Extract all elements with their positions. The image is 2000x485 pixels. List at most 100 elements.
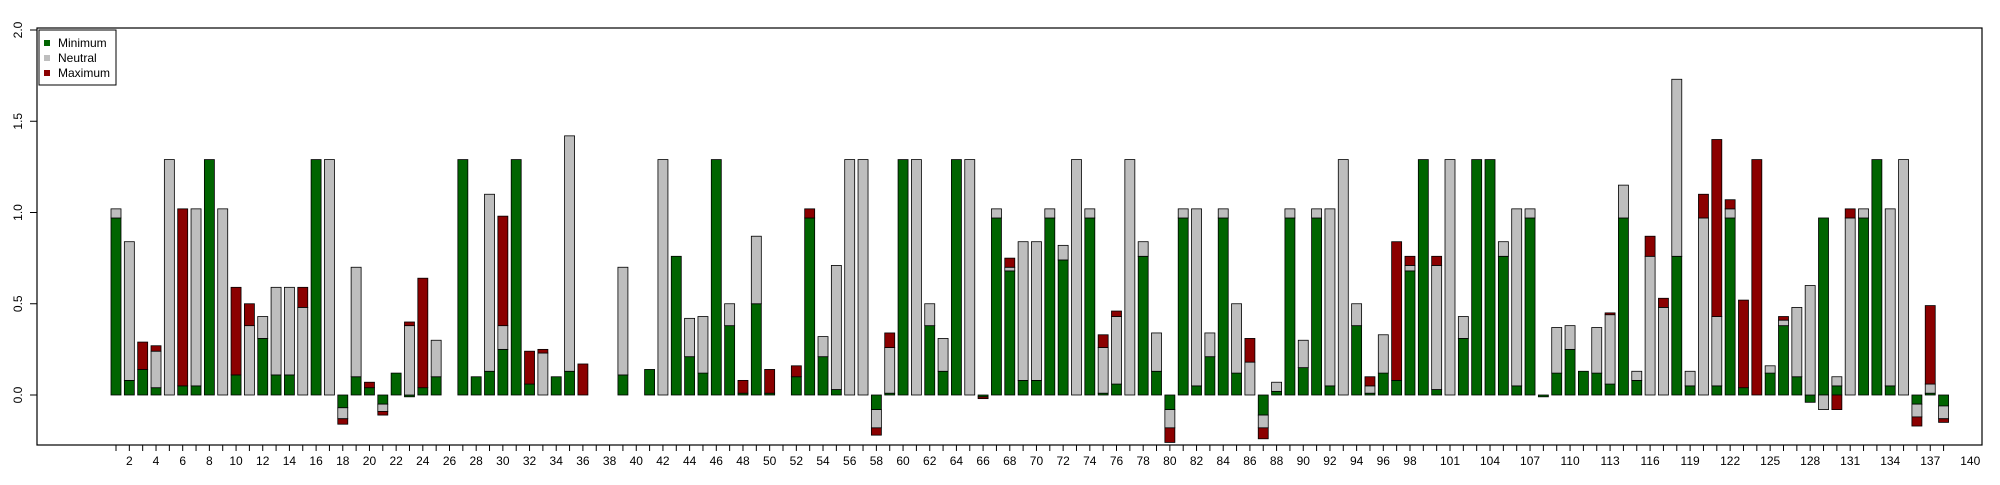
bar-stack <box>177 208 189 396</box>
bar-segment-neutral <box>337 407 349 420</box>
bar-stack <box>1417 159 1429 396</box>
bar-segment-neutral <box>404 325 415 396</box>
bar-stack <box>577 363 589 396</box>
bar-segment-minimum <box>1017 379 1029 396</box>
x-tick-label: 18 <box>336 454 350 468</box>
bar-segment-minimum <box>1271 390 1282 396</box>
bar-stack <box>537 348 549 396</box>
x-tick-label: 104 <box>1480 454 1500 468</box>
bar-stack <box>1551 327 1563 396</box>
bar-segment-maximum <box>870 427 882 436</box>
bar-segment-neutral <box>857 159 869 396</box>
bar-segment-maximum <box>364 381 375 389</box>
y-tick-label: 0.5 <box>11 295 25 312</box>
x-tick-label: 60 <box>896 454 910 468</box>
bar-stack <box>1177 208 1189 396</box>
bar-stack <box>1071 159 1082 396</box>
bar-segment-minimum <box>1417 159 1429 396</box>
bar-segment-minimum <box>1164 394 1176 411</box>
bar-stack <box>1644 235 1656 396</box>
bar-stack <box>764 369 776 396</box>
bar-stack <box>1084 208 1096 396</box>
bar-stack <box>1324 208 1336 396</box>
bar-segment-neutral <box>1177 208 1189 219</box>
bar-segment-minimum <box>1671 255 1683 396</box>
bar-stack <box>203 159 215 396</box>
x-tick-label: 56 <box>843 454 857 468</box>
bar-segment-neutral <box>924 303 936 327</box>
bar-stack <box>337 394 349 425</box>
bar-stack <box>1778 316 1789 396</box>
bar-stack <box>1111 310 1122 396</box>
bar-stack <box>1858 208 1869 396</box>
bar-segment-minimum <box>710 159 722 396</box>
x-tick-label: 122 <box>1720 454 1740 468</box>
bar-segment-minimum <box>510 159 522 396</box>
bar-segment-maximum <box>1097 334 1109 348</box>
x-tick-label: 88 <box>1270 454 1284 468</box>
bar-segment-minimum <box>1297 367 1309 396</box>
bar-segment-neutral <box>1684 370 1696 387</box>
bar-stack <box>644 369 655 396</box>
bar-stack <box>657 159 669 396</box>
bar-stack <box>497 215 509 396</box>
bar-segment-neutral <box>1831 376 1843 387</box>
bar-segment-minimum <box>257 338 269 396</box>
x-tick-label: 90 <box>1297 454 1311 468</box>
bar-segment-minimum <box>1057 259 1069 396</box>
bar-stack <box>1524 208 1536 396</box>
bar-segment-minimum <box>137 369 149 396</box>
bar-segment-minimum <box>1311 217 1322 396</box>
bar-segment-neutral <box>937 338 949 372</box>
bar-segment-maximum <box>150 345 162 352</box>
bar-segment-neutral <box>1231 303 1242 374</box>
bar-stack <box>857 159 869 396</box>
bar-segment-maximum <box>337 418 349 425</box>
bar-segment-maximum <box>764 369 776 394</box>
bar-stack <box>1004 257 1016 396</box>
bar-stack <box>1724 199 1736 396</box>
bar-segment-maximum <box>1404 255 1416 266</box>
bar-stack <box>1404 255 1416 396</box>
x-tick-label: 96 <box>1377 454 1391 468</box>
bar-stack <box>1658 297 1669 396</box>
bar-segment-neutral <box>163 159 175 396</box>
x-tick-label: 10 <box>229 454 243 468</box>
bar-stack <box>1871 159 1883 396</box>
bar-segment-neutral <box>1497 241 1509 257</box>
bar-segment-minimum <box>1537 394 1549 398</box>
bar-stack <box>417 277 429 396</box>
bar-segment-minimum <box>550 376 562 396</box>
bar-segment-minimum <box>804 217 816 396</box>
bar-segment-neutral <box>1297 339 1309 369</box>
bar-segment-neutral <box>497 325 509 350</box>
bar-segment-maximum <box>243 303 255 327</box>
bar-segment-neutral <box>830 265 842 390</box>
bar-segment-maximum <box>1111 310 1122 317</box>
bar-stack <box>1137 241 1149 396</box>
bar-segment-neutral <box>1271 381 1282 392</box>
bar-segment-maximum <box>1644 235 1656 257</box>
bar-segment-neutral <box>724 303 736 327</box>
x-tick-label: 107 <box>1520 454 1540 468</box>
bar-segment-neutral <box>1204 332 1216 358</box>
bar-segment-neutral <box>817 336 829 358</box>
bar-segment-maximum <box>404 321 415 327</box>
x-tick-label: 74 <box>1083 454 1097 468</box>
bar-segment-neutral <box>1244 361 1256 396</box>
x-tick-label: 12 <box>256 454 270 468</box>
bar-stack <box>257 316 269 396</box>
bar-segment-minimum <box>123 379 135 396</box>
x-tick-label: 101 <box>1440 454 1460 468</box>
bar-stack <box>817 336 829 396</box>
bar-segment-minimum <box>1591 372 1603 396</box>
bar-stack <box>1511 208 1523 396</box>
bar-segment-maximum <box>537 348 549 354</box>
x-tick-label: 46 <box>710 454 724 468</box>
bar-segment-maximum <box>1711 139 1723 317</box>
bar-stack <box>1818 217 1829 411</box>
bar-stack <box>1151 332 1162 396</box>
bar-segment-neutral <box>1457 316 1469 339</box>
bar-segment-minimum <box>497 348 509 396</box>
bar-segment-minimum <box>1791 376 1803 396</box>
